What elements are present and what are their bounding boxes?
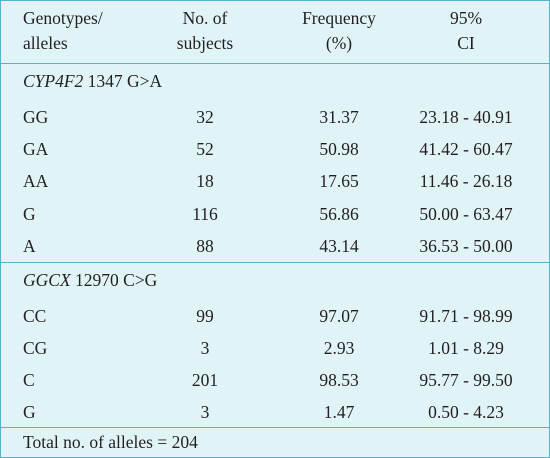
table-row: G 116 56.86 50.00 - 63.47	[1, 198, 549, 230]
header-ci-line1: 95%	[449, 8, 483, 28]
frequency-cell: 50.98	[319, 139, 359, 159]
ci-cell: 41.42 - 60.47	[419, 139, 513, 159]
frequency-cell: 17.65	[319, 171, 359, 191]
genotype-cell: G	[23, 402, 36, 422]
genotype-cell: A	[23, 236, 36, 256]
table-row: CG 3 2.93 1.01 - 8.29	[1, 332, 549, 364]
subjects-cell: 3	[200, 338, 210, 358]
table-row: AA 18 17.65 11.46 - 26.18	[1, 165, 549, 197]
gene-name: GGCX	[23, 270, 71, 290]
subjects-cell: 32	[196, 107, 214, 127]
variant-name: 12970 C>G	[70, 270, 158, 290]
gene-name: CYP4F2	[23, 71, 84, 91]
subjects-cell: 99	[196, 306, 214, 326]
table-row: CC 99 97.07 91.71 - 98.99	[1, 300, 549, 332]
table-footer-note: Total no. of alleles = 204	[23, 432, 198, 452]
frequency-cell: 43.14	[319, 236, 359, 256]
header-subjects-line1: No. of	[182, 8, 228, 28]
ci-cell: 1.01 - 8.29	[428, 338, 504, 358]
table-row: A 88 43.14 36.53 - 50.00	[1, 230, 549, 262]
table-header: Genotypes/ alleles No. of subjects Frequ…	[1, 1, 549, 63]
variant-name: 1347 G>A	[83, 71, 163, 91]
section-rule	[1, 262, 549, 263]
table-row: G 3 1.47 0.50 - 4.23	[1, 396, 549, 428]
subjects-cell: 88	[196, 236, 214, 256]
frequency-cell: 97.07	[319, 306, 359, 326]
subjects-cell: 18	[196, 171, 214, 191]
header-ci-line2: CI	[457, 33, 475, 53]
section-heading-cyp4f2: CYP4F2 1347 G>A	[23, 69, 162, 93]
frequency-cell: 2.93	[323, 338, 355, 358]
table-row: GG 32 31.37 23.18 - 40.91	[1, 101, 549, 133]
header-rule	[1, 63, 549, 64]
subjects-cell: 116	[192, 204, 218, 224]
header-frequency-line1: Frequency	[302, 8, 376, 28]
ci-cell: 95.77 - 99.50	[419, 370, 513, 390]
ci-cell: 11.46 - 26.18	[419, 171, 513, 191]
frequency-cell: 31.37	[319, 107, 359, 127]
frequency-cell: 56.86	[319, 204, 359, 224]
genotype-cell: AA	[23, 171, 49, 191]
subjects-cell: 201	[191, 370, 219, 390]
table-row: GA 52 50.98 41.42 - 60.47	[1, 133, 549, 165]
subjects-cell: 3	[200, 402, 210, 422]
table-row: C 201 98.53 95.77 - 99.50	[1, 364, 549, 396]
subjects-cell: 52	[196, 139, 214, 159]
section-heading-ggcx: GGCX 12970 C>G	[23, 268, 157, 292]
ci-cell: 50.00 - 63.47	[419, 204, 513, 224]
ci-cell: 23.18 - 40.91	[419, 107, 513, 127]
footer-rule	[1, 427, 549, 428]
header-frequency-line2: (%)	[325, 33, 353, 53]
genotype-cell: C	[23, 370, 35, 390]
header-subjects-line2: subjects	[176, 33, 234, 53]
ci-cell: 91.71 - 98.99	[419, 306, 513, 326]
genotype-cell: GA	[23, 139, 49, 159]
header-genotypes-line2: alleles	[23, 33, 68, 53]
genotype-cell: GG	[23, 107, 49, 127]
ci-cell: 36.53 - 50.00	[419, 236, 513, 256]
frequency-cell: 1.47	[323, 402, 355, 422]
ci-cell: 0.50 - 4.23	[428, 402, 504, 422]
frequency-cell: 98.53	[319, 370, 359, 390]
genotype-cell: CG	[23, 338, 48, 358]
genotype-cell: G	[23, 204, 36, 224]
genotype-cell: CC	[23, 306, 47, 326]
header-genotypes-line1: Genotypes/	[23, 8, 103, 28]
